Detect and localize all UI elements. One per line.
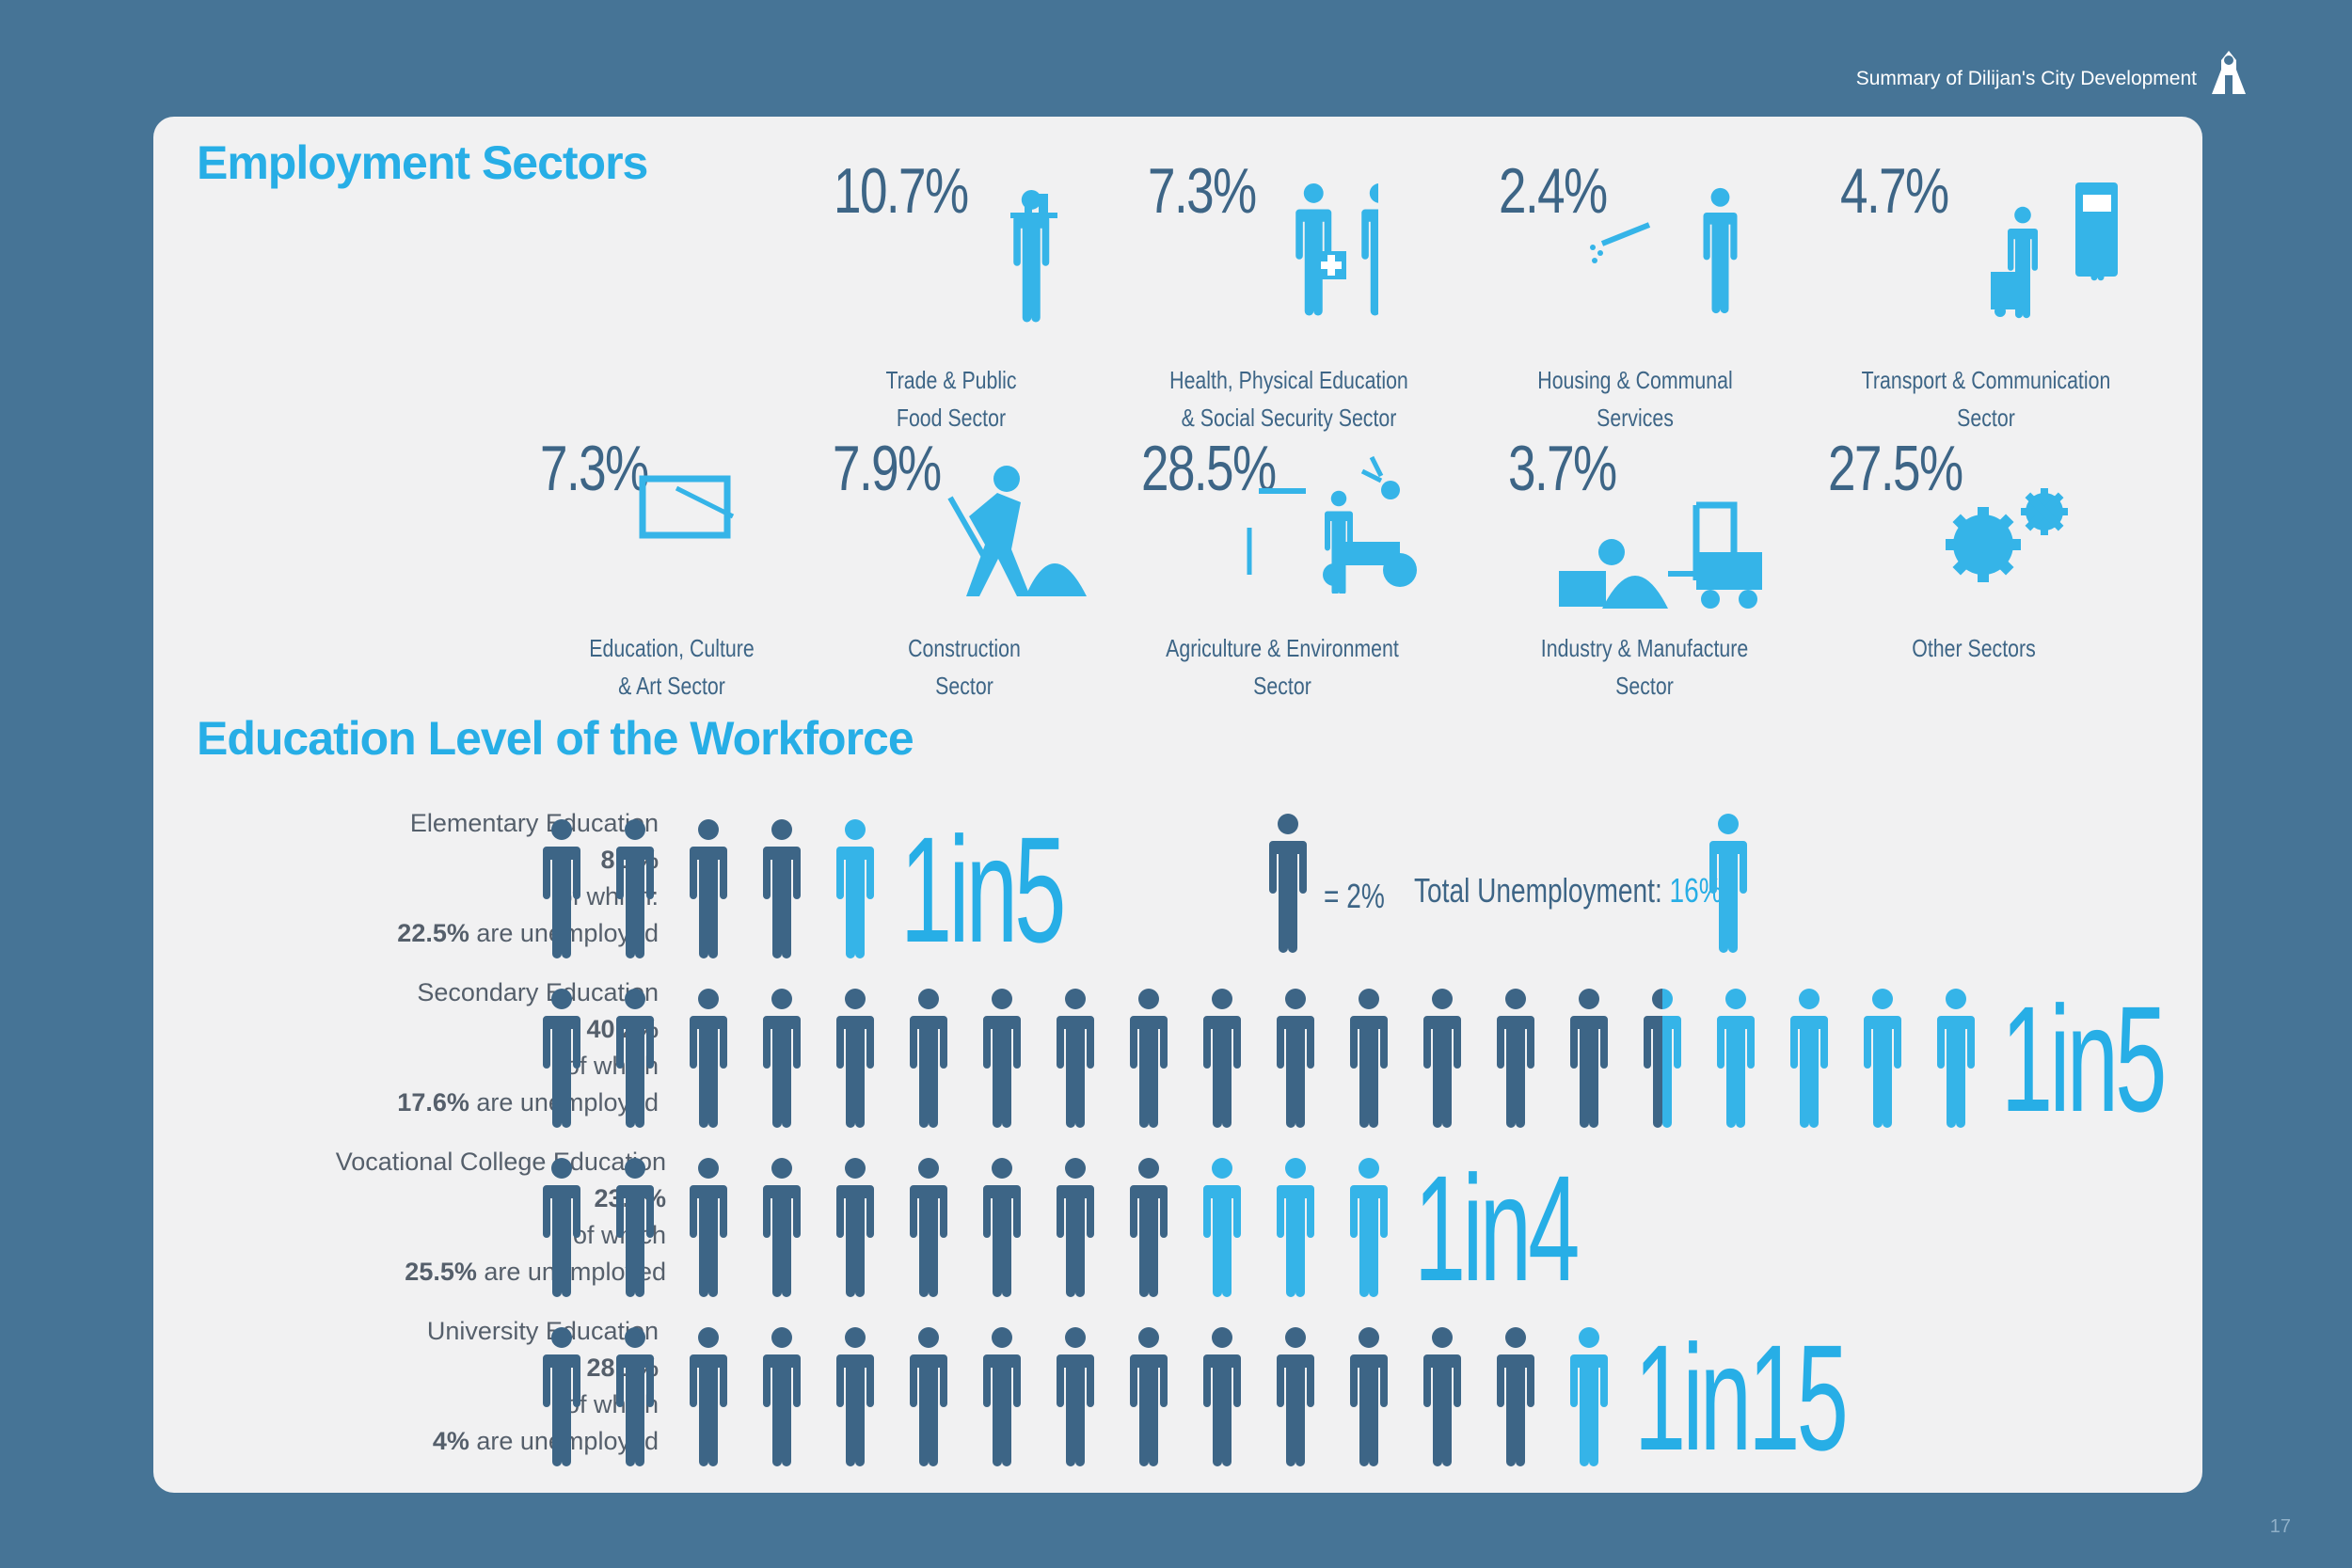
- sector-5: 7.9% Construction Sector: [833, 432, 1115, 714]
- person-icon: [910, 1157, 947, 1298]
- sector-0: 10.7% Trade & Public Food Sector: [834, 154, 1116, 436]
- person-icon: [983, 1157, 1021, 1298]
- person-icon: [616, 1326, 654, 1467]
- unemployed-person-icon: [1277, 1157, 1314, 1298]
- person-icon: [1057, 1157, 1094, 1298]
- legend-total-person-icon: [1709, 813, 1747, 954]
- sector-label: Construction Sector: [908, 634, 1021, 700]
- unemployed-person-icon: [1570, 1326, 1608, 1467]
- person-icon: [543, 1326, 580, 1467]
- unemployment-ratio: 1in5: [900, 805, 1066, 974]
- sector-percentage: 2.4%: [1499, 155, 1608, 227]
- sector-percentage: 7.3%: [540, 433, 649, 504]
- person-icon: [910, 988, 947, 1129]
- city-logo-icon: [2212, 51, 2246, 94]
- person-icon: [1130, 1157, 1168, 1298]
- person-icon: [836, 1157, 874, 1298]
- education-row-label: Elementary Education 8.1% of which: 22.5…: [397, 809, 659, 947]
- sector-percentage: 3.7%: [1508, 433, 1617, 504]
- sector-4: 7.3% Education, Culture & Art Sector: [540, 432, 822, 714]
- unemployment-ratio: 1in4: [1414, 1144, 1580, 1312]
- unemployed-person-icon: [1937, 988, 1975, 1129]
- sector-percentage: 7.9%: [833, 433, 942, 504]
- person-icon: [543, 1157, 580, 1298]
- person-icon: [690, 988, 727, 1129]
- person-icon: [983, 1326, 1021, 1467]
- person-icon: [836, 988, 874, 1129]
- person-icon: [1497, 988, 1534, 1129]
- unemployed-person-icon: [1790, 988, 1828, 1129]
- unemployed-person-icon: [836, 818, 874, 959]
- person-icon: [763, 818, 801, 959]
- sector-label: Industry & Manufacture Sector: [1540, 634, 1749, 700]
- person-icon: [690, 818, 727, 959]
- legend-total: Total Unemployment: 16%: [1414, 871, 1723, 910]
- person-icon: [1130, 988, 1168, 1129]
- content-panel: Employment Sectors 10.7% Trade & Public …: [153, 117, 2202, 1493]
- person-icon: [1497, 1326, 1534, 1467]
- person-icon: [910, 1326, 947, 1467]
- page-number: 17: [2269, 1516, 2291, 1537]
- sector-7: 3.7% Industry & Manufacture Sector: [1508, 432, 1790, 714]
- legend-unit: = 2%: [1324, 877, 1385, 915]
- person-icon: [1350, 1326, 1388, 1467]
- person-icon: [763, 1157, 801, 1298]
- legend-person-icon: [1269, 813, 1307, 954]
- person-icon: [1203, 988, 1241, 1129]
- unemployed-person-icon: [1864, 988, 1901, 1129]
- sector-label: Health, Physical Education & Social Secu…: [1169, 366, 1408, 432]
- person-icon: [763, 988, 801, 1129]
- sector-3: 4.7% Transport & Communication Sector: [1840, 154, 2122, 436]
- person-icon: [1277, 1326, 1314, 1467]
- person-icon: [1423, 1326, 1461, 1467]
- sector-1: 7.3% Health, Physical Education & Social…: [1148, 154, 1430, 436]
- unemployed-person-icon: [1203, 1157, 1241, 1298]
- sector-percentage: 7.3%: [1148, 155, 1257, 227]
- person-icon: [543, 988, 580, 1129]
- sector-label: Housing & Communal Services: [1537, 366, 1733, 432]
- sector-percentage: 27.5%: [1828, 433, 1963, 504]
- education-row-label: Secondary Education 40.2% of which 17.6%…: [397, 978, 659, 1117]
- sector-label: Other Sectors: [1912, 634, 2036, 662]
- sector-2: 2.4% Housing & Communal Services: [1499, 154, 1781, 436]
- person-icon: [1203, 1326, 1241, 1467]
- sector-percentage: 4.7%: [1840, 155, 1949, 227]
- education-row-label: University Education 28.1% of which 4% a…: [426, 1317, 659, 1455]
- employment-sectors-title: Employment Sectors: [197, 136, 648, 189]
- header-title: Summary of Dilijan's City Development: [1855, 68, 2197, 89]
- person-icon: [836, 1326, 874, 1467]
- person-icon: [1350, 988, 1388, 1129]
- person-icon: [763, 1326, 801, 1467]
- person-icon: [1277, 988, 1314, 1129]
- education-level-title: Education Level of the Workforce: [197, 712, 914, 765]
- person-icon: [1423, 988, 1461, 1129]
- education-row-label: Vocational College Education 23.6% of wh…: [335, 1148, 666, 1286]
- person-icon: [690, 1326, 727, 1467]
- person-icon: [1570, 988, 1608, 1129]
- person-icon: [1130, 1326, 1168, 1467]
- person-icon: [1057, 988, 1094, 1129]
- person-icon: [616, 1157, 654, 1298]
- sector-percentage: 10.7%: [834, 155, 969, 227]
- sector-label: Transport & Communication Sector: [1861, 366, 2111, 432]
- sector-label: Agriculture & Environment Sector: [1166, 634, 1399, 700]
- sector-percentage: 28.5%: [1141, 433, 1277, 504]
- person-icon: [543, 818, 580, 959]
- person-icon: [616, 988, 654, 1129]
- person-icon: [690, 1157, 727, 1298]
- unemployed-person-icon: [1350, 1157, 1388, 1298]
- person-icon: [1644, 988, 1681, 1129]
- sector-6: 28.5% Agriculture & Environment Sector: [1141, 432, 1423, 714]
- person-icon: [1057, 1326, 1094, 1467]
- person-icon: [616, 818, 654, 959]
- unemployment-ratio: 1in15: [1634, 1313, 1849, 1481]
- person-icon: [983, 988, 1021, 1129]
- sector-8: 27.5% Other Sectors: [1828, 432, 2110, 714]
- unemployed-person-icon: [1717, 988, 1755, 1129]
- sector-label: Trade & Public Food Sector: [885, 366, 1017, 432]
- unemployment-ratio: 1in5: [2001, 974, 2167, 1143]
- sector-label: Education, Culture & Art Sector: [589, 634, 755, 700]
